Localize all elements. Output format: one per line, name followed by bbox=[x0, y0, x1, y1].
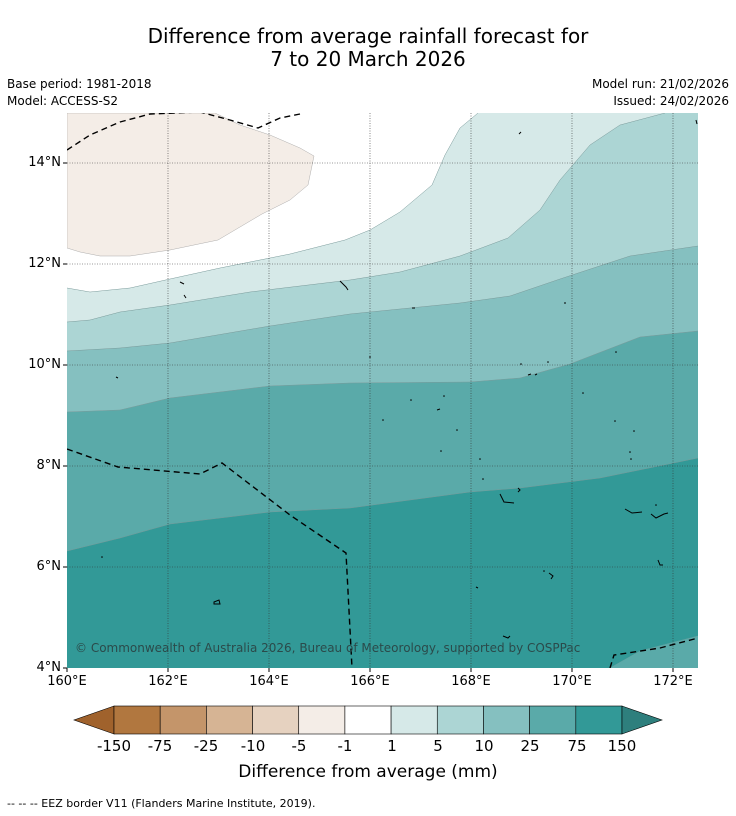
lon-label-160e: 160°E bbox=[47, 674, 87, 689]
map-title-line2: 7 to 20 March 2026 bbox=[270, 47, 466, 71]
colorbar-swatch bbox=[206, 705, 253, 735]
band-corner bbox=[610, 636, 698, 668]
colorbar-tick: 10 bbox=[474, 737, 494, 755]
colorbar-tick: 75 bbox=[567, 737, 587, 755]
colorbar-swatch bbox=[436, 705, 484, 735]
colorbar-tick: 150 bbox=[607, 737, 637, 755]
map-title-line1: Difference from average rainfall forecas… bbox=[147, 24, 589, 48]
colorbar-tick: -5 bbox=[291, 737, 307, 755]
lat-label-4n: 4°N bbox=[36, 660, 62, 675]
lat-label-14n: 14°N bbox=[28, 155, 61, 170]
colorbar-title: Difference from average (mm) bbox=[238, 762, 498, 782]
eez-footnote: -- -- -- EEZ border V11 (Flanders Marine… bbox=[7, 797, 316, 810]
issued-text: Issued: 24/02/2026 bbox=[613, 94, 729, 108]
lon-label-166e: 166°E bbox=[350, 674, 390, 689]
colorbar-swatch bbox=[344, 705, 392, 735]
lon-label-164e: 164°E bbox=[249, 674, 289, 689]
colorbar-tick: -75 bbox=[147, 737, 173, 755]
colorbar-swatch bbox=[529, 705, 577, 735]
colorbar-swatch bbox=[298, 705, 346, 735]
model-run-text: Model run: 21/02/2026 bbox=[591, 77, 729, 91]
colorbar-tick: -10 bbox=[240, 737, 266, 755]
lat-label-10n: 10°N bbox=[28, 357, 61, 372]
lon-label-170e: 170°E bbox=[552, 674, 592, 689]
colorbar-swatch bbox=[390, 705, 438, 735]
model-text: Model: ACCESS-S2 bbox=[7, 94, 119, 108]
colorbar-tick: -25 bbox=[193, 737, 219, 755]
colorbar-tick: -150 bbox=[96, 737, 132, 755]
lat-label-8n: 8°N bbox=[36, 458, 62, 473]
colorbar-swatch bbox=[252, 705, 300, 735]
base-period-text: Base period: 1981-2018 bbox=[7, 77, 152, 91]
colorbar-tick: 5 bbox=[433, 737, 443, 755]
band-minus5-minus1 bbox=[67, 113, 315, 257]
colorbar-tick: 25 bbox=[520, 737, 540, 755]
axis-ticks bbox=[63, 162, 674, 672]
colorbar-swatch bbox=[483, 705, 530, 735]
colorbar-swatch bbox=[159, 705, 207, 735]
eez-border bbox=[67, 113, 698, 668]
lat-label-6n: 6°N bbox=[36, 559, 62, 574]
colorbar bbox=[73, 705, 663, 735]
colorbar-tick: -1 bbox=[337, 737, 353, 755]
copyright-text: © Commonwealth of Australia 2026, Bureau… bbox=[75, 641, 581, 655]
colorbar-tick: 1 bbox=[387, 737, 397, 755]
lat-label-12n: 12°N bbox=[28, 256, 61, 271]
lon-label-172e: 172°E bbox=[653, 674, 693, 689]
colorbar-over-arrow bbox=[621, 705, 663, 735]
lon-label-168e: 168°E bbox=[451, 674, 491, 689]
colorbar-swatch bbox=[113, 705, 161, 735]
atoll-dots bbox=[101, 351, 657, 572]
colorbar-under-arrow bbox=[73, 705, 115, 735]
islands bbox=[115, 119, 698, 639]
graticule bbox=[67, 113, 698, 668]
lon-label-162e: 162°E bbox=[148, 674, 188, 689]
colorbar-swatch bbox=[575, 705, 623, 735]
